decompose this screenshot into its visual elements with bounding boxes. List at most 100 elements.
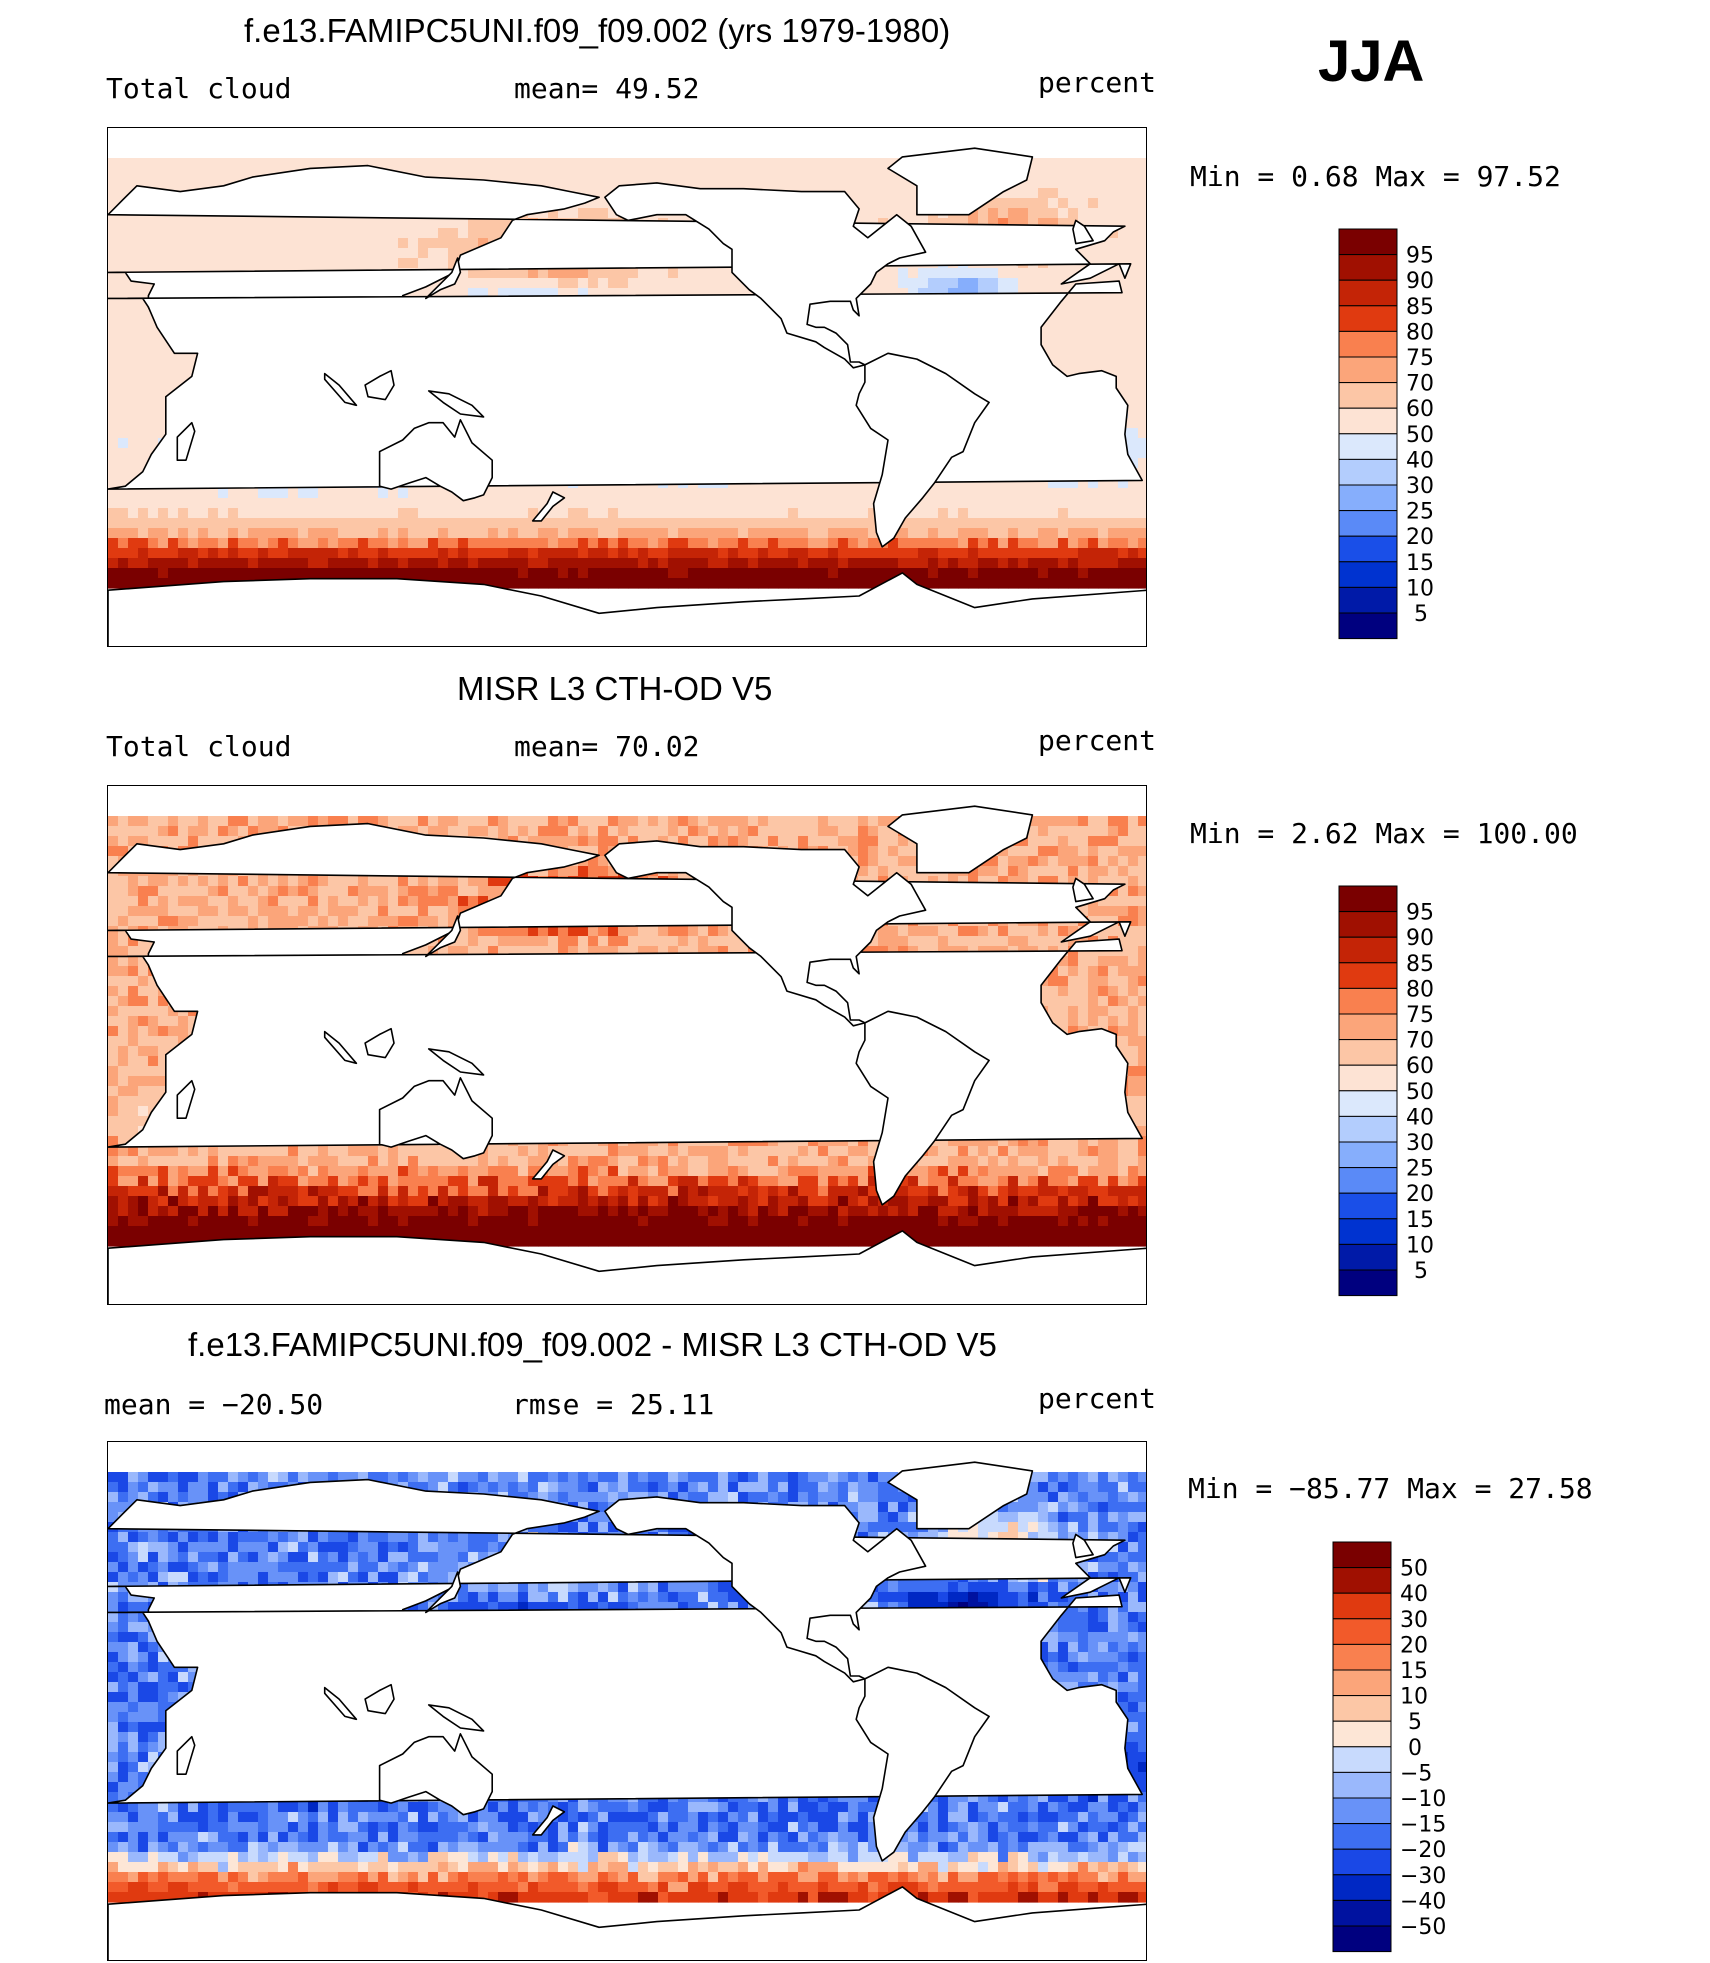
landmass-antarctica: [108, 1230, 1146, 1304]
colorbar-box: [1338, 987, 1398, 1015]
colorbar-box: [1332, 1669, 1392, 1697]
panel-1-units: percent: [1038, 66, 1157, 99]
colorbar-level-label: 30: [1400, 1608, 1428, 1633]
colorbar-box: [1338, 1269, 1398, 1297]
panel-2-minmax: Min = 2.62 Max = 100.00: [1190, 817, 1578, 850]
colorbar-box: [1338, 1167, 1398, 1194]
colorbar-box: [1338, 1243, 1398, 1271]
season-label: JJA: [1318, 29, 1425, 94]
colorbar-box: [1332, 1899, 1392, 1927]
landmass-borneo: [364, 1683, 395, 1715]
colorbar-box: [1338, 885, 1398, 913]
landmass-sumatra: [323, 1030, 358, 1065]
colorbar-box: [1338, 1090, 1398, 1117]
colorbar-box: [1338, 1013, 1398, 1041]
colorbar-level-label: 90: [1406, 926, 1434, 951]
colorbar-box: [1338, 936, 1398, 964]
landmass-australia: [378, 419, 493, 502]
landmass-australia: [378, 1077, 493, 1160]
colorbar-level-label: 95: [1406, 244, 1434, 269]
colorbar-box: [1338, 254, 1398, 281]
colorbar-box: [1332, 1643, 1392, 1671]
colorbar-level-label: 40: [1400, 1582, 1428, 1607]
colorbar-box: [1338, 962, 1398, 989]
colorbar-level-label: 10: [1406, 576, 1434, 601]
panel-3-units: percent: [1038, 1382, 1157, 1415]
panel-3-rmse: rmse = 25.11: [512, 1388, 715, 1421]
colorbar-level-label: 25: [1406, 1157, 1434, 1182]
panel-3-title: f.e13.FAMIPC5UNI.f09_f09.002 - MISR L3 C…: [188, 1326, 997, 1363]
colorbar-box: [1338, 1218, 1398, 1245]
panel-1-colorbar: 95 90 85 80 75 70 60 50 40 30 25 20 15 10 5: [1338, 228, 1470, 647]
panel-2-colorbar: 95 90 85 80 75 70 60 50 40 30 25 20 15 10 5: [1338, 885, 1470, 1304]
landmass-madagascar: [176, 1079, 196, 1119]
landmass-uk: [1072, 877, 1094, 903]
colorbar-level-label: 5: [1408, 1710, 1422, 1735]
panel-1-title: f.e13.FAMIPC5UNI.f09_f09.002 (yrs 1979-1…: [244, 12, 951, 49]
landmass-africa: [108, 280, 1143, 490]
landmass-southamerica: [855, 1010, 990, 1206]
colorbar-level-label: 75: [1406, 346, 1434, 371]
landmass-madagascar: [176, 1735, 196, 1775]
colorbar-level-label: 80: [1406, 977, 1434, 1002]
landmass-borneo: [364, 1027, 395, 1059]
landmass-japan: [425, 257, 462, 300]
colorbar-box: [1338, 612, 1398, 640]
colorbar-level-label: 90: [1406, 269, 1434, 294]
colorbar-box: [1338, 586, 1398, 614]
colorbar-box: [1338, 1039, 1398, 1066]
colorbar-box: [1332, 1695, 1392, 1722]
landmass-sumatra: [323, 1686, 358, 1721]
colorbar-box: [1338, 458, 1398, 486]
panel-2-mean: mean= 70.02: [514, 730, 700, 763]
colorbar-level-label: 80: [1406, 320, 1434, 345]
colorbar-box: [1332, 1925, 1392, 1953]
colorbar-box: [1338, 484, 1398, 512]
landmass-greenland: [887, 805, 1034, 874]
colorbar-box: [1338, 356, 1398, 384]
panel-2-variable-label: Total cloud: [106, 730, 292, 763]
colorbar-level-label: 15: [1406, 1208, 1434, 1233]
panel-3-colorbar: 50 40 30 20 15 10 5 0 −5 −10 −15 −20 −30 −40 −50: [1332, 1541, 1464, 1960]
landmass-southamerica: [855, 1666, 990, 1862]
colorbar-box: [1338, 305, 1398, 332]
colorbar-box: [1332, 1592, 1392, 1620]
landmass-nz: [531, 491, 566, 522]
colorbar-level-label: 70: [1406, 1029, 1434, 1054]
colorbar-level-label: 50: [1400, 1557, 1428, 1582]
colorbar-level-label: 5: [1414, 602, 1428, 627]
colorbar-box: [1332, 1541, 1392, 1569]
colorbar-level-label: 50: [1406, 1080, 1434, 1105]
colorbar-level-label: 85: [1406, 952, 1434, 977]
colorbar-level-label: 15: [1400, 1659, 1428, 1684]
landmass-southamerica: [855, 352, 990, 548]
landmass-uk: [1072, 219, 1094, 245]
colorbar-box: [1332, 1823, 1392, 1850]
landmass-greenland: [887, 147, 1034, 216]
colorbar-level-label: 15: [1406, 551, 1434, 576]
panel-2-units: percent: [1038, 724, 1157, 757]
colorbar-box: [1338, 911, 1398, 938]
colorbar-box: [1338, 1141, 1398, 1169]
colorbar-level-label: 25: [1406, 500, 1434, 525]
colorbar-level-label: 85: [1406, 295, 1434, 320]
colorbar-box: [1338, 433, 1398, 460]
landmass-northamerica: [604, 182, 927, 369]
landmass-northamerica: [604, 840, 927, 1027]
colorbar-level-label: 30: [1406, 474, 1434, 499]
landmass-newguinea: [427, 390, 485, 418]
colorbar-box: [1338, 407, 1398, 435]
colorbar-level-label: −5: [1400, 1761, 1432, 1786]
landmass-japan: [425, 1571, 462, 1614]
colorbar-level-label: −40: [1400, 1889, 1446, 1914]
colorbar-box: [1332, 1874, 1392, 1901]
colorbar-box: [1332, 1771, 1392, 1799]
colorbar-box: [1332, 1797, 1392, 1825]
landmass-newguinea: [427, 1048, 485, 1076]
colorbar-box: [1332, 1848, 1392, 1876]
colorbar-level-label: 20: [1400, 1633, 1428, 1658]
colorbar-box: [1338, 330, 1398, 358]
panel-1-mean: mean= 49.52: [514, 72, 700, 105]
landmass-newguinea: [427, 1704, 485, 1732]
colorbar-box: [1338, 1115, 1398, 1143]
